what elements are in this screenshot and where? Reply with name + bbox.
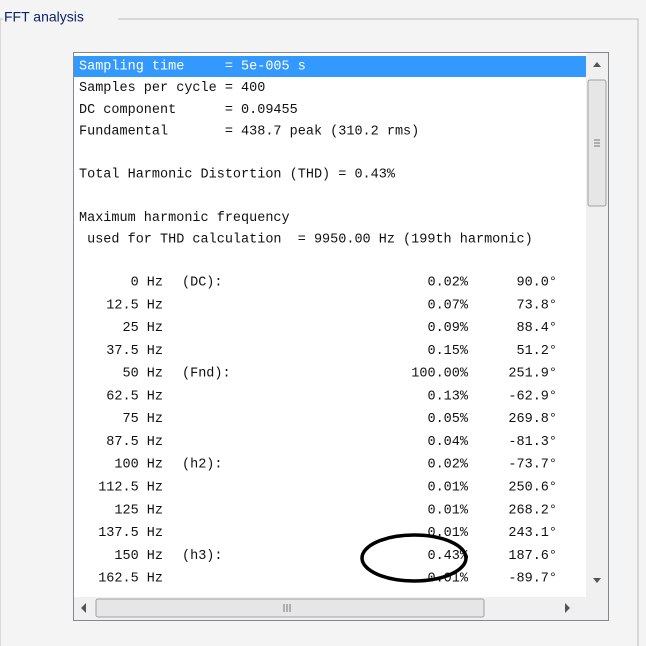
frequency: 50 Hz: [122, 367, 163, 382]
percent: 0.01%: [427, 526, 468, 541]
percent: 0.05%: [427, 412, 468, 427]
percent: 0.02%: [427, 458, 468, 473]
phase: 187.6°: [508, 549, 557, 564]
frequency: 37.5 Hz: [106, 344, 163, 359]
frequency: 150 Hz: [114, 549, 163, 564]
percent: 100.00%: [411, 367, 469, 382]
phase: 90.0°: [516, 276, 557, 291]
percent: 0.13%: [427, 389, 468, 404]
max-freq-line: used for THD calculation = 9950.00 Hz (1…: [79, 232, 533, 247]
summary-line: DC component = 0.09455: [79, 103, 298, 118]
summary-line: Sampling time = 5e-005 s: [79, 60, 306, 75]
frequency: 12.5 Hz: [106, 298, 163, 313]
phase: 73.8°: [516, 298, 557, 313]
harmonic-label: (h3):: [182, 549, 223, 564]
frequency: 162.5 Hz: [98, 572, 163, 587]
summary-line: Fundamental = 438.7 peak (310.2 rms): [79, 124, 419, 139]
scroll-right[interactable]: [565, 603, 570, 613]
list-content: Sampling time = 5e-005 s Samples per cycl…: [79, 60, 557, 587]
scroll-down[interactable]: [593, 578, 601, 583]
v-grip: [594, 139, 600, 147]
frequency: 62.5 Hz: [106, 389, 163, 404]
percent: 0.09%: [427, 321, 468, 336]
h-grip: [283, 604, 291, 612]
phase: 269.8°: [508, 412, 557, 427]
thd-line: Total Harmonic Distortion (THD) = 0.43%: [79, 168, 396, 183]
phase: -81.3°: [508, 435, 557, 450]
harmonic-label: (h2):: [182, 458, 223, 473]
frequency: 75 Hz: [122, 412, 163, 427]
frequency: 137.5 Hz: [98, 526, 163, 541]
percent: 0.43%: [427, 549, 468, 564]
frequency: 100 Hz: [114, 458, 163, 473]
scroll-up[interactable]: [593, 62, 601, 67]
frequency: 112.5 Hz: [98, 480, 163, 495]
group-border: [0, 18, 639, 646]
percent: 0.07%: [427, 298, 468, 313]
frequency: 87.5 Hz: [106, 435, 163, 450]
frequency: 25 Hz: [122, 321, 163, 336]
percent: 0.04%: [427, 435, 468, 450]
harmonic-label: (DC):: [182, 276, 223, 291]
percent: 0.15%: [427, 344, 468, 359]
scroll-left[interactable]: [81, 603, 86, 613]
frequency: 0 Hz: [131, 276, 163, 291]
list-box: [73, 52, 609, 621]
phase: 268.2°: [508, 503, 557, 518]
frequency: 125 Hz: [114, 503, 163, 518]
phase: 251.9°: [508, 367, 557, 382]
phase: -73.7°: [508, 458, 557, 473]
percent: 0.02%: [427, 276, 468, 291]
phase: 250.6°: [508, 480, 557, 495]
max-freq-line: Maximum harmonic frequency: [79, 211, 290, 226]
annotation-circle: [360, 533, 468, 583]
percent: 0.01%: [427, 503, 468, 518]
phase: -89.7°: [508, 572, 557, 587]
summary-line: Samples per cycle = 400: [79, 81, 265, 96]
harmonic-label: (Fnd):: [182, 367, 231, 382]
percent: 0.01%: [427, 480, 468, 495]
phase: 243.1°: [508, 526, 557, 541]
phase: -62.9°: [508, 389, 557, 404]
phase: 88.4°: [516, 321, 557, 336]
selection-highlight: [74, 56, 586, 77]
group-title: FFT analysis: [4, 9, 84, 25]
phase: 51.2°: [516, 344, 557, 359]
percent: 0.01%: [427, 572, 468, 587]
